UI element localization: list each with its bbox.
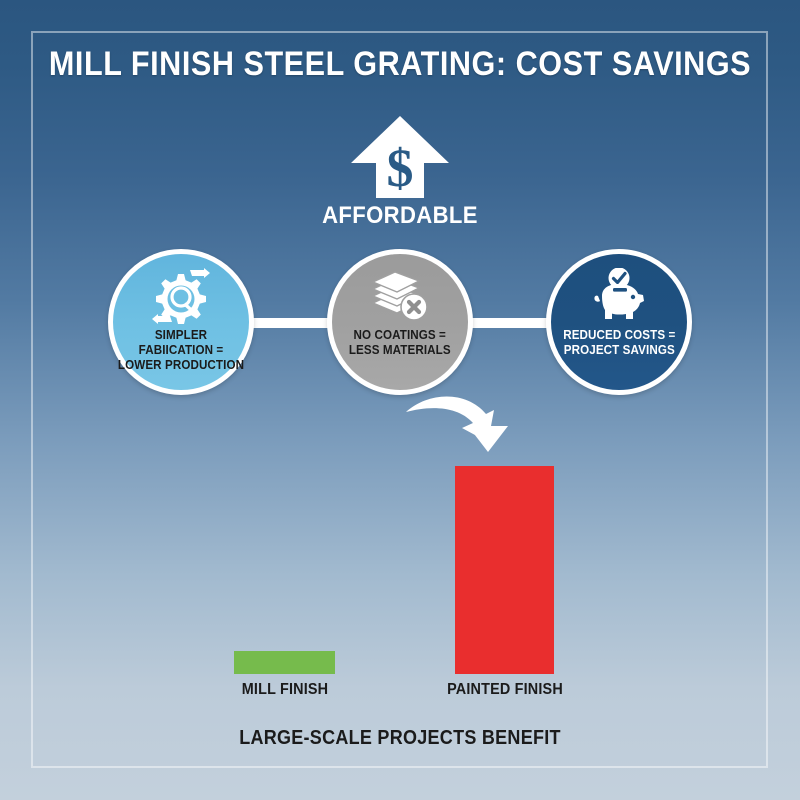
up-arrow-dollar-icon: $ — [351, 116, 449, 198]
benefit-circle-reduced-costs[interactable]: REDUCED COSTS = PROJECT SAVINGS — [546, 249, 692, 395]
gear-magnifier-icon — [150, 268, 212, 324]
benefit-circle-simpler-fabrication[interactable]: SIMPLER FABIICATION = LOWER PRODUCTION — [108, 249, 254, 395]
benefit-label: SIMPLER FABIICATION = LOWER PRODUCTION — [117, 328, 245, 372]
connector-line-left — [243, 318, 331, 328]
page-title: MILL FINISH STEEL GRATING: COST SAVINGS — [48, 45, 752, 83]
chart-caption: LARGE-SCALE PROJECTS BENEFIT — [239, 727, 561, 749]
benefit-circle-no-coatings[interactable]: NO COATINGS = LESS MATERIALS — [327, 249, 473, 395]
benefit-label: REDUCED COSTS = PROJECT SAVINGS — [562, 328, 676, 357]
bar-label-mill-finish: MILL FINISH — [241, 681, 329, 698]
stacked-sheets-x-icon — [369, 268, 431, 324]
benefit-label: NO COATINGS = LESS MATERIALS — [349, 328, 451, 357]
connector-line-right — [468, 318, 556, 328]
piggy-bank-check-icon — [588, 268, 650, 324]
curved-arrow-icon — [404, 386, 544, 468]
affordable-label: AFFORDABLE — [322, 202, 478, 229]
bar-painted-finish — [455, 466, 554, 674]
bar-mill-finish — [234, 651, 335, 674]
bar-label-painted-finish: PAINTED FINISH — [447, 681, 563, 698]
svg-text:$: $ — [387, 138, 414, 198]
